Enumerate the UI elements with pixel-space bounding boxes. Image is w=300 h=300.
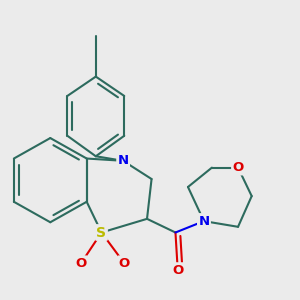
- Text: N: N: [198, 214, 209, 228]
- Text: O: O: [75, 257, 87, 270]
- Text: N: N: [198, 214, 209, 228]
- Text: O: O: [118, 257, 130, 270]
- Text: S: S: [97, 226, 106, 239]
- Text: O: O: [232, 161, 244, 174]
- Text: O: O: [172, 264, 183, 277]
- Text: N: N: [118, 154, 129, 167]
